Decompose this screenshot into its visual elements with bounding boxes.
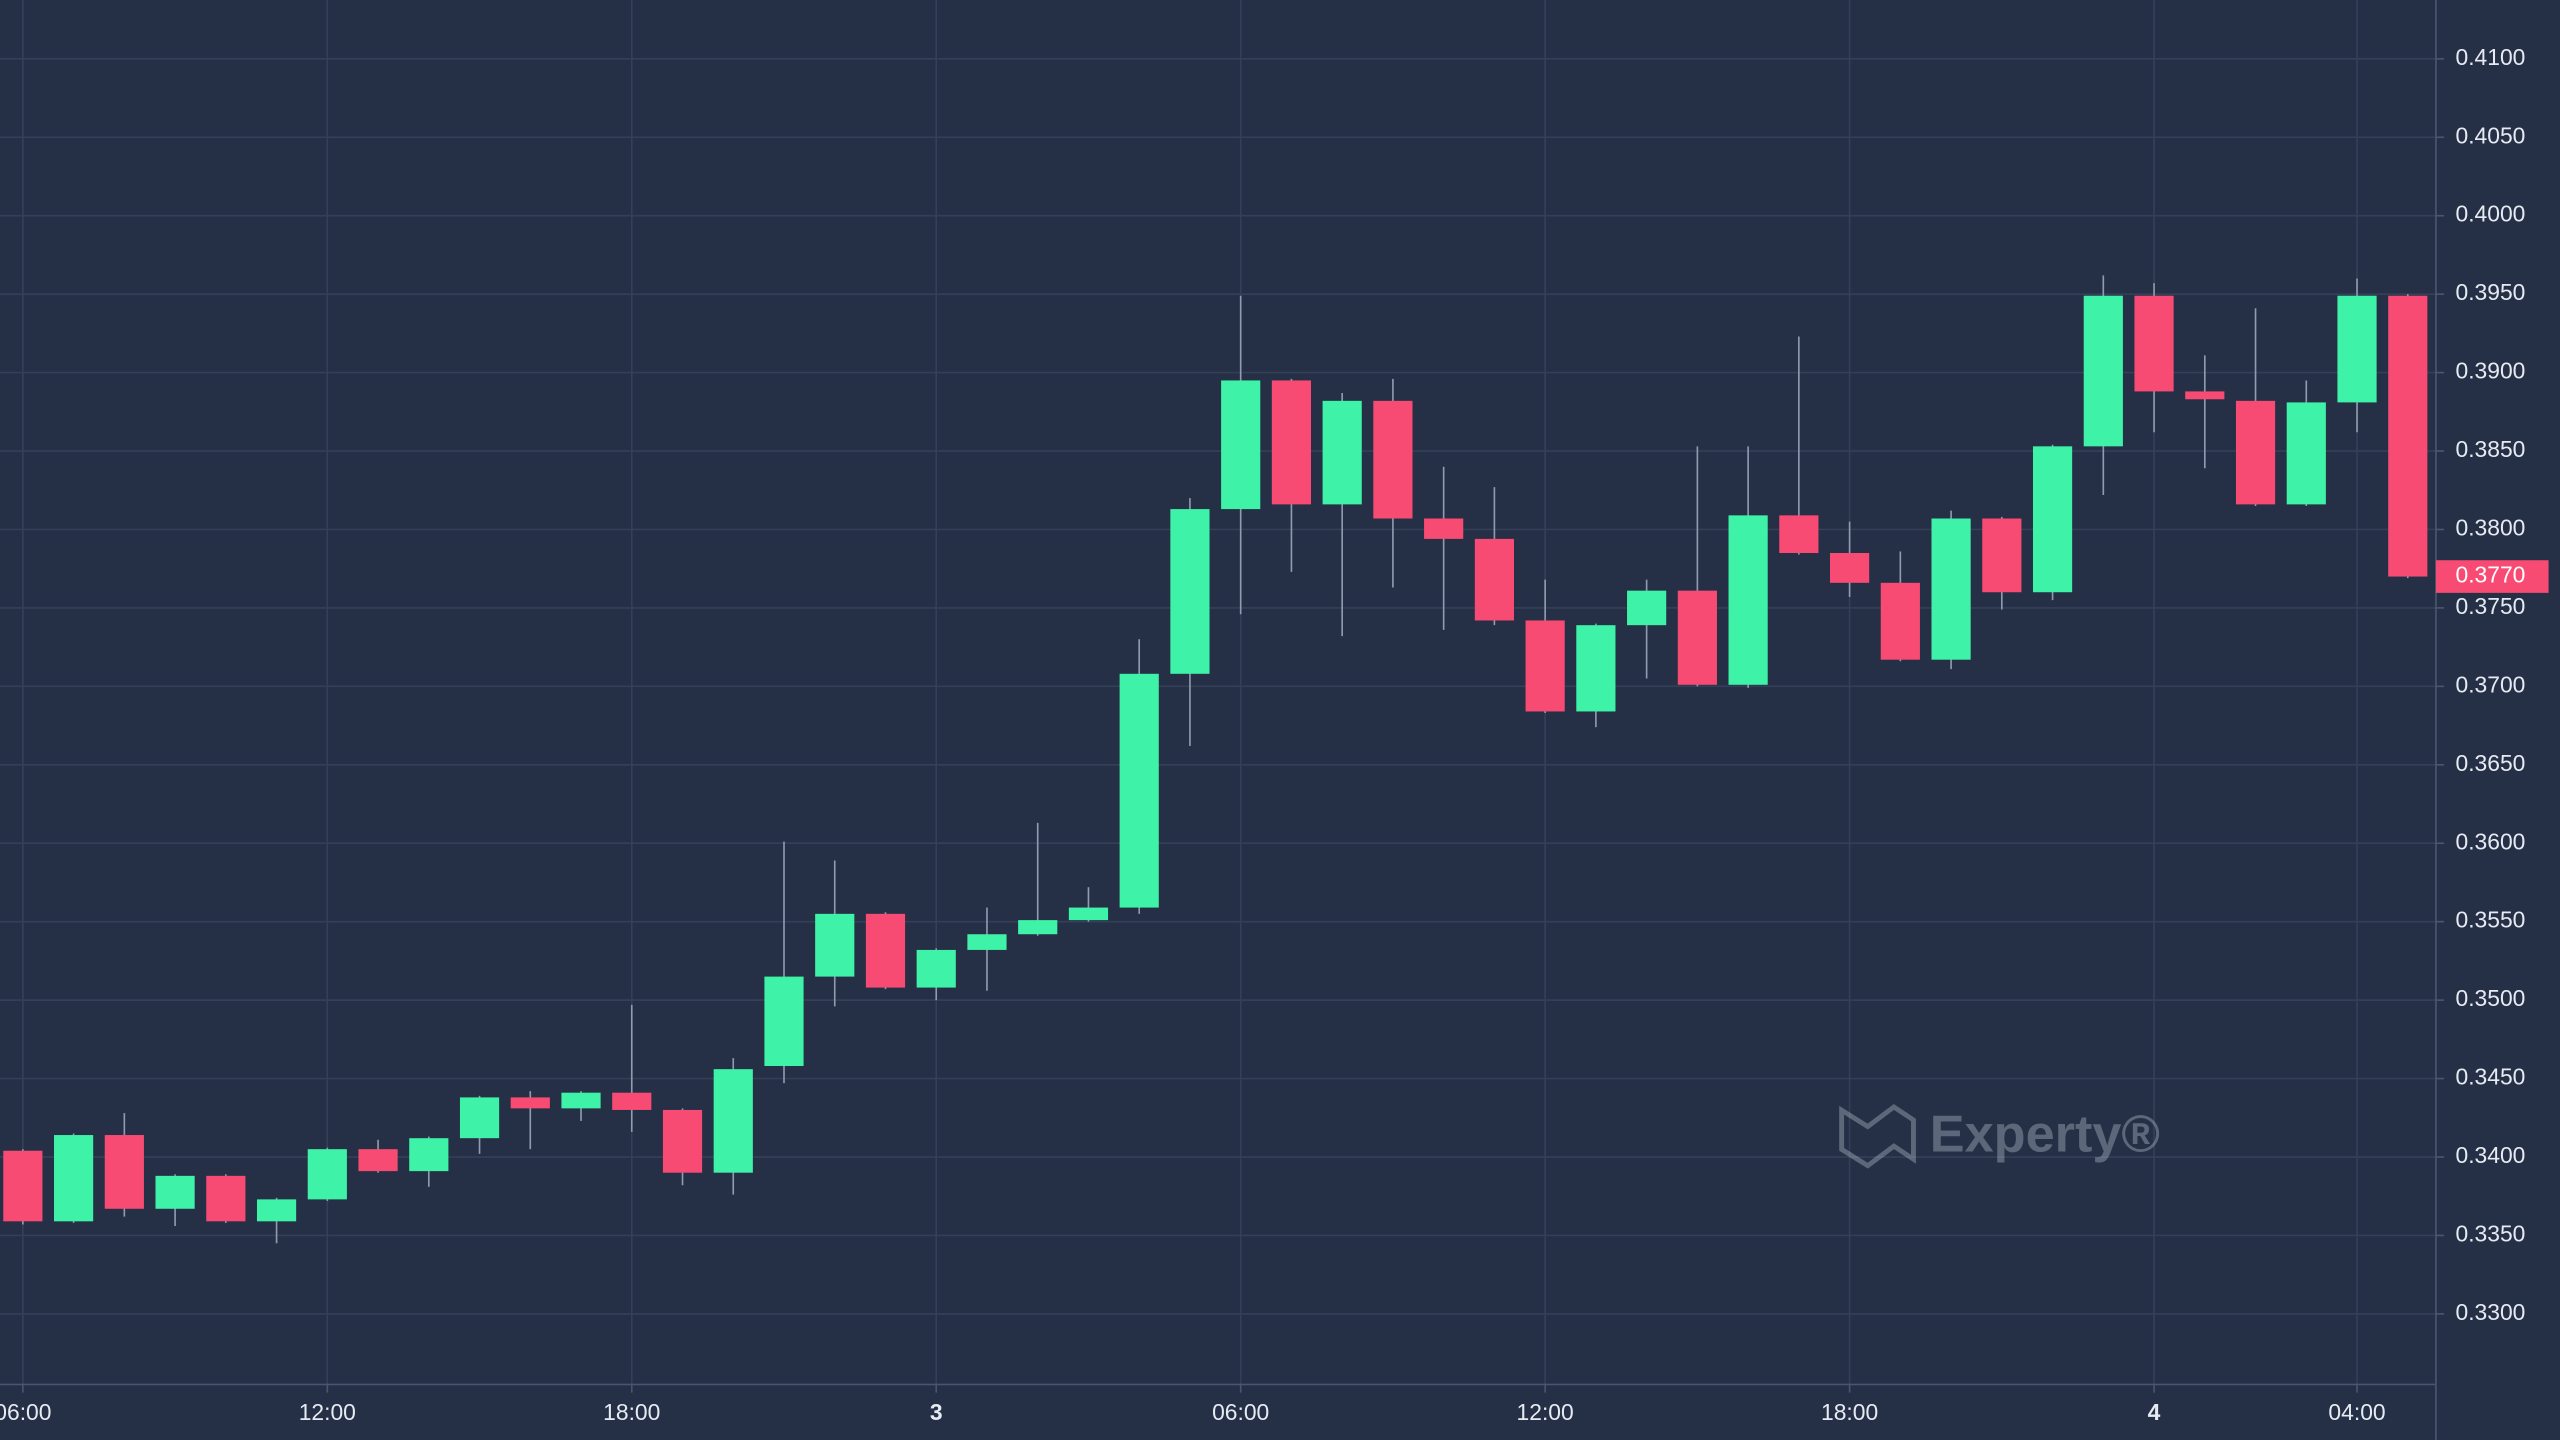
candle-body — [1170, 509, 1210, 674]
candle-body — [815, 913, 855, 977]
candle-body — [358, 1149, 398, 1172]
y-tick-label: 0.4100 — [2456, 44, 2526, 70]
candle-body — [3, 1150, 43, 1222]
candle-body — [1474, 538, 1514, 621]
x-tick-label: 4 — [2148, 1399, 2161, 1425]
y-tick-label: 0.3900 — [2456, 358, 2526, 384]
candle-body — [54, 1135, 94, 1222]
y-tick-label: 0.3950 — [2456, 279, 2526, 305]
candle-body — [2083, 295, 2123, 447]
y-tick-label: 0.3750 — [2456, 593, 2526, 619]
candle-body — [2286, 402, 2326, 505]
candle-body — [1525, 620, 1565, 712]
watermark: Experty® — [1839, 1103, 2160, 1169]
y-tick-label: 0.3700 — [2456, 671, 2526, 697]
x-tick-label: 06:00 — [1212, 1399, 1269, 1425]
candle-body — [916, 949, 956, 988]
candle-body — [1576, 625, 1616, 712]
x-tick-label: 04:00 — [2328, 1399, 2385, 1425]
candle-body — [2337, 295, 2377, 403]
y-tick-label: 0.3600 — [2456, 828, 2526, 854]
y-tick-label: 0.4050 — [2456, 122, 2526, 148]
candle-body — [510, 1097, 550, 1109]
watermark-logo — [1839, 1103, 1916, 1169]
candle-body — [612, 1092, 652, 1110]
candle-body — [1068, 907, 1109, 921]
y-tick-label: 0.3850 — [2456, 436, 2526, 462]
candle-body — [1322, 400, 1362, 505]
last-price-tag — [2435, 560, 2549, 593]
candle-body — [1677, 590, 1717, 685]
y-tick-label: 0.3450 — [2456, 1064, 2526, 1090]
candle-body — [1982, 518, 2022, 593]
y-tick-label: 0.3500 — [2456, 985, 2526, 1011]
candle-body — [1271, 380, 1312, 505]
x-tick-label: 12:00 — [299, 1399, 356, 1425]
candle-body — [256, 1199, 297, 1222]
candle-body — [764, 976, 804, 1067]
candle-body — [307, 1149, 347, 1200]
candle-body — [865, 913, 906, 988]
candle-body — [104, 1135, 144, 1209]
candle-body — [2185, 391, 2225, 400]
candle-body — [1373, 400, 1413, 519]
candle-body — [155, 1175, 195, 1209]
x-tick-label: 18:00 — [1821, 1399, 1878, 1425]
y-tick-label: 0.3650 — [2456, 750, 2526, 776]
y-tick-label: 0.3400 — [2456, 1142, 2526, 1168]
candle-body — [1221, 380, 1261, 510]
x-tick-label: 06:00 — [0, 1399, 51, 1425]
candle-body — [713, 1069, 753, 1173]
candle-body — [561, 1092, 601, 1109]
x-tick-label: 3 — [930, 1399, 943, 1425]
x-tick-label: 18:00 — [603, 1399, 660, 1425]
candle-body — [1931, 518, 1971, 660]
candle-body — [1018, 920, 1058, 935]
candle-body — [2235, 400, 2276, 505]
y-tick-label: 0.3550 — [2456, 907, 2526, 933]
x-tick-label: 12:00 — [1517, 1399, 1574, 1425]
candle-body — [2388, 295, 2428, 577]
candle-body — [1424, 518, 1464, 539]
candle-body — [206, 1175, 246, 1222]
candle-body — [662, 1109, 703, 1173]
candle-body — [409, 1138, 449, 1172]
candle-body — [1830, 553, 1870, 583]
candle-body — [967, 934, 1007, 950]
candle-body — [1728, 515, 1768, 685]
candle-body — [1627, 590, 1667, 626]
y-tick-label: 0.3350 — [2456, 1220, 2526, 1246]
watermark-text: Experty® — [1930, 1106, 2160, 1164]
y-tick-label: 0.4000 — [2456, 201, 2526, 227]
candle-body — [1880, 582, 1920, 660]
candle-body — [1779, 515, 1819, 554]
candle-body — [459, 1097, 500, 1139]
candle-body — [2134, 295, 2174, 392]
last-price-label: 0.3770 — [2456, 562, 2526, 588]
y-tick-label: 0.3800 — [2456, 515, 2526, 541]
y-tick-label: 0.3300 — [2456, 1299, 2526, 1325]
candle-body — [2032, 446, 2073, 593]
candle-body — [1119, 673, 1159, 908]
